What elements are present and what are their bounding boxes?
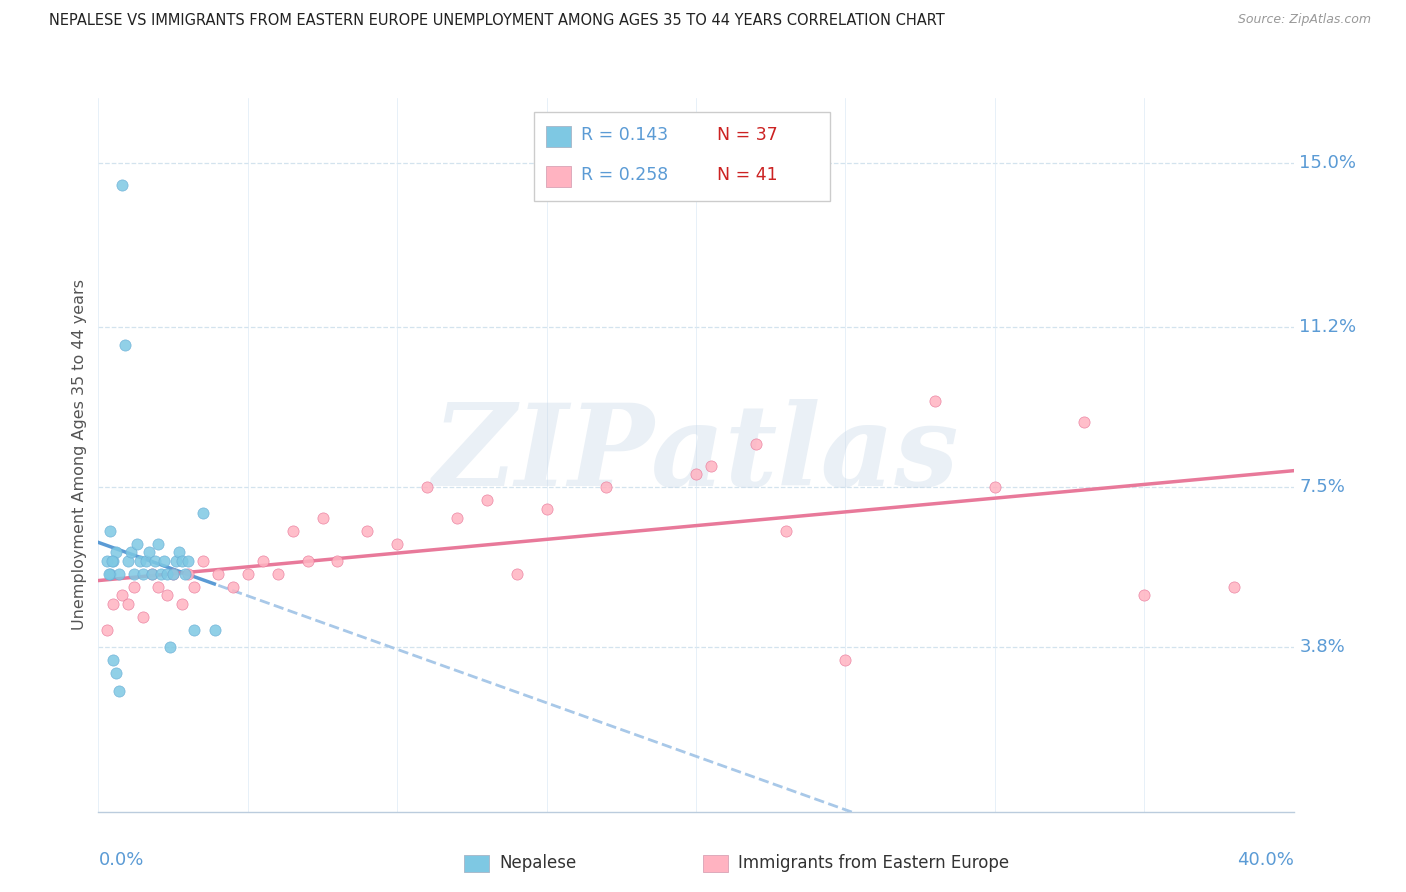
Point [475,493,498,508]
Point [111,178,134,192]
Point [172,554,194,568]
Point [924,393,946,408]
Text: N = 41: N = 41 [717,166,778,184]
Point [177,554,200,568]
Point [132,610,155,624]
Text: 15.0%: 15.0% [1299,154,1357,172]
Text: N = 37: N = 37 [717,126,778,144]
Point [124,566,146,581]
Point [1222,580,1246,594]
Point [207,566,229,581]
Point [120,545,142,559]
Point [281,524,304,538]
Point [96,623,118,637]
Point [204,623,226,637]
Point [108,683,131,698]
Text: 7.5%: 7.5% [1299,478,1346,496]
Point [685,467,707,482]
Text: Source: ZipAtlas.com: Source: ZipAtlas.com [1237,13,1371,27]
Y-axis label: Unemployment Among Ages 35 to 44 years: Unemployment Among Ages 35 to 44 years [72,279,87,631]
Point [834,653,856,667]
Point [150,566,173,581]
Point [311,510,333,524]
Point [174,566,197,581]
Point [506,566,529,581]
Point [222,580,245,594]
Point [156,566,179,581]
Point [141,566,163,581]
Point [141,566,163,581]
Point [129,554,152,568]
Point [153,554,176,568]
Point [114,337,136,351]
Point [97,566,120,581]
Point [385,536,409,550]
Point [96,554,118,568]
Point [167,545,190,559]
Point [1073,416,1095,430]
Point [108,566,131,581]
Point [148,580,170,594]
Point [117,554,139,568]
Point [191,506,214,520]
Point [745,437,768,451]
Point [103,653,125,667]
Point [191,554,214,568]
Point [103,554,125,568]
Point [183,623,205,637]
Point [103,597,125,611]
Point [1133,589,1156,603]
Point [105,545,128,559]
Point [356,524,378,538]
Point [148,536,170,550]
Point [595,480,617,494]
Point [132,566,155,581]
Point [700,458,723,473]
Point [162,566,184,581]
Point [105,666,128,681]
Text: R = 0.258: R = 0.258 [581,166,668,184]
Point [983,480,1005,494]
Point [98,566,122,581]
Point [536,502,558,516]
Text: 3.8%: 3.8% [1299,639,1346,657]
Point [111,589,134,603]
Point [326,554,349,568]
Point [252,554,274,568]
Point [98,524,122,538]
Text: Nepalese: Nepalese [499,855,576,872]
Point [236,566,259,581]
Point [267,566,290,581]
Point [135,554,157,568]
Text: 40.0%: 40.0% [1237,851,1294,869]
Point [143,554,166,568]
Point [159,640,181,655]
Text: 11.2%: 11.2% [1299,318,1357,336]
Text: Immigrants from Eastern Europe: Immigrants from Eastern Europe [738,855,1010,872]
Point [127,536,149,550]
Point [775,524,797,538]
Point [297,554,319,568]
Point [156,589,179,603]
Text: R = 0.143: R = 0.143 [581,126,668,144]
Point [101,554,124,568]
Text: ZIPatlas: ZIPatlas [433,400,959,510]
Text: 0.0%: 0.0% [98,851,143,869]
Point [172,597,194,611]
Point [117,597,139,611]
Point [446,510,468,524]
Text: NEPALESE VS IMMIGRANTS FROM EASTERN EUROPE UNEMPLOYMENT AMONG AGES 35 TO 44 YEAR: NEPALESE VS IMMIGRANTS FROM EASTERN EURO… [49,13,945,29]
Point [138,545,160,559]
Point [124,580,146,594]
Point [165,554,187,568]
Point [183,580,205,594]
Point [177,566,200,581]
Point [162,566,184,581]
Point [416,480,439,494]
